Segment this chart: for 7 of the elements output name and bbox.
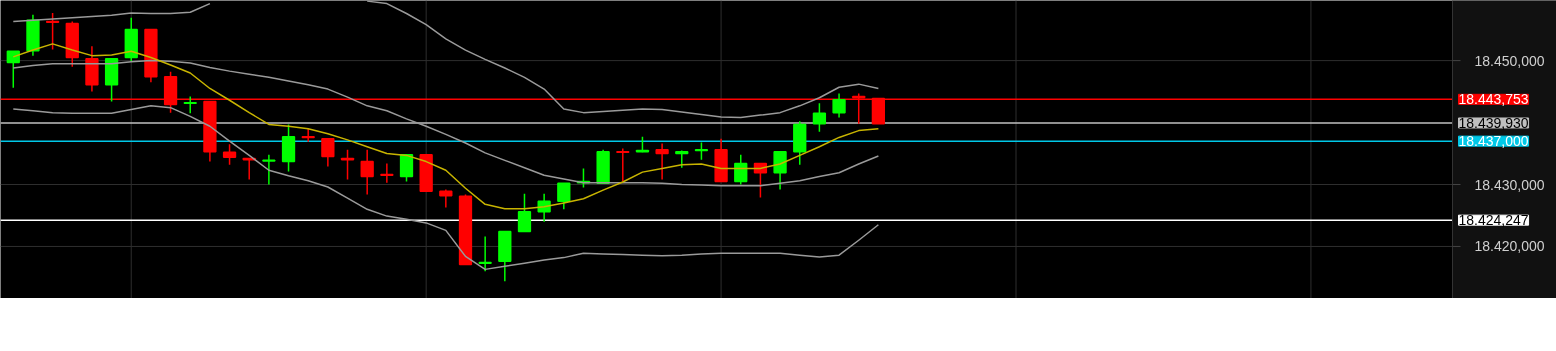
ref-line-label: 18.437,000 (1458, 133, 1529, 150)
ref-line-label: 18.439,930 (1458, 114, 1529, 131)
ref-line-label: 18.443,753 (1458, 91, 1529, 108)
ref-line-label: 18.424,247 (1458, 212, 1529, 229)
y-tick-label: 18.430,000 (1474, 176, 1545, 193)
y-tick-label: 18.420,000 (1474, 238, 1545, 255)
y-tick-label: 18.450,000 (1474, 52, 1545, 69)
